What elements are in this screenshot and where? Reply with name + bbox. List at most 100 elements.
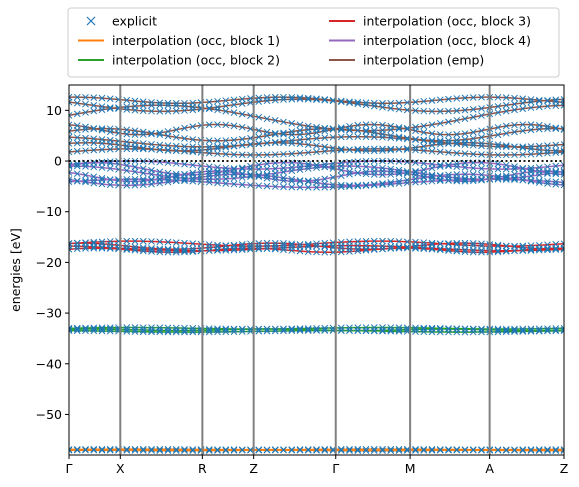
explicit-point: [511, 447, 518, 454]
explicit-point: [321, 96, 329, 103]
legend-label-6: interpolation (emp): [363, 53, 484, 68]
explicit-point: [304, 243, 312, 250]
explicit-point: [238, 135, 246, 143]
explicit-point: [238, 246, 246, 254]
explicit-point: [379, 242, 386, 250]
explicit-point: [139, 445, 147, 453]
explicit-point: [445, 161, 452, 169]
explicit-point: [370, 180, 378, 188]
explicit-point: [181, 248, 188, 256]
explicit-point: [494, 131, 502, 139]
explicit-point: [255, 244, 263, 252]
explicit-point: [370, 445, 378, 453]
explicit-point: [82, 126, 89, 133]
explicit-point: [453, 107, 461, 115]
explicit-point: [469, 446, 477, 454]
explicit-point: [280, 446, 287, 454]
explicit-point: [395, 166, 403, 174]
explicit-point: [321, 124, 329, 132]
explicit-point: [148, 140, 155, 148]
explicit-point: [214, 328, 221, 336]
explicit-point: [271, 245, 279, 253]
explicit-point: [139, 328, 147, 336]
explicit-point: [98, 244, 106, 252]
explicit-point: [69, 161, 73, 169]
explicit-point: [156, 131, 164, 138]
explicit-point: [222, 328, 230, 336]
explicit-point: [230, 326, 238, 333]
explicit-point: [502, 248, 510, 255]
explicit-point: [296, 177, 304, 184]
explicit-point: [395, 180, 403, 187]
explicit-point: [148, 328, 155, 336]
explicit-point: [247, 112, 254, 120]
explicit-point: [560, 102, 564, 109]
explicit-point: [544, 147, 551, 154]
explicit-point: [387, 243, 395, 250]
explicit-point: [214, 171, 221, 179]
explicit-point: [304, 248, 312, 256]
explicit-point: [222, 447, 230, 454]
explicit-point: [370, 102, 378, 110]
explicit-point: [321, 327, 329, 334]
explicit-point: [453, 136, 461, 144]
explicit-point: [337, 183, 345, 191]
legend-label-4: interpolation (occ, block 3): [363, 14, 531, 29]
explicit-point: [181, 327, 188, 334]
explicit-point: [337, 146, 345, 154]
explicit-point: [205, 172, 213, 180]
explicit-point: [395, 238, 403, 245]
explicit-point: [544, 167, 551, 175]
explicit-point: [494, 173, 502, 180]
explicit-point: [69, 121, 73, 129]
explicit-point: [494, 241, 502, 249]
explicit-point: [502, 143, 510, 151]
explicit-point: [288, 175, 296, 183]
explicit-point: [189, 446, 197, 453]
explicit-point: [354, 169, 362, 177]
explicit-point: [535, 142, 543, 150]
explicit-point: [370, 99, 378, 107]
explicit-point: [73, 245, 81, 253]
explicit-point: [214, 121, 221, 128]
explicit-point: [230, 142, 238, 150]
explicit-point: [123, 445, 131, 453]
explicit-point: [445, 137, 452, 145]
explicit-point: [131, 97, 139, 105]
explicit-point: [69, 162, 73, 170]
explicit-point: [106, 104, 114, 111]
explicit-point: [222, 168, 230, 175]
explicit-point: [544, 170, 551, 178]
explicit-point: [172, 447, 180, 455]
explicit-point: [527, 166, 535, 174]
explicit-point: [494, 247, 502, 255]
explicit-point: [420, 173, 428, 180]
explicit-point: [387, 180, 395, 188]
explicit-point: [502, 122, 510, 130]
explicit-point: [230, 447, 238, 454]
explicit-point: [387, 179, 395, 186]
explicit-point: [90, 446, 98, 454]
explicit-point: [304, 95, 312, 103]
explicit-point: [238, 325, 246, 333]
explicit-point: [379, 181, 386, 188]
explicit-point: [560, 168, 564, 176]
explicit-point: [321, 160, 329, 168]
explicit-point: [181, 135, 188, 142]
explicit-point: [106, 159, 114, 167]
explicit-point: [280, 244, 287, 252]
explicit-point: [222, 143, 230, 151]
explicit-point: [148, 170, 155, 178]
explicit-point: [362, 99, 370, 107]
explicit-point: [387, 126, 395, 134]
explicit-point: [172, 327, 180, 334]
explicit-point: [321, 127, 329, 135]
explicit-point: [313, 324, 320, 332]
explicit-point: [280, 118, 287, 126]
explicit-point: [560, 447, 564, 455]
explicit-point: [420, 122, 428, 130]
explicit-point: [478, 326, 485, 333]
explicit-point: [535, 177, 543, 185]
explicit-point: [544, 97, 551, 105]
explicit-point: [247, 141, 254, 148]
